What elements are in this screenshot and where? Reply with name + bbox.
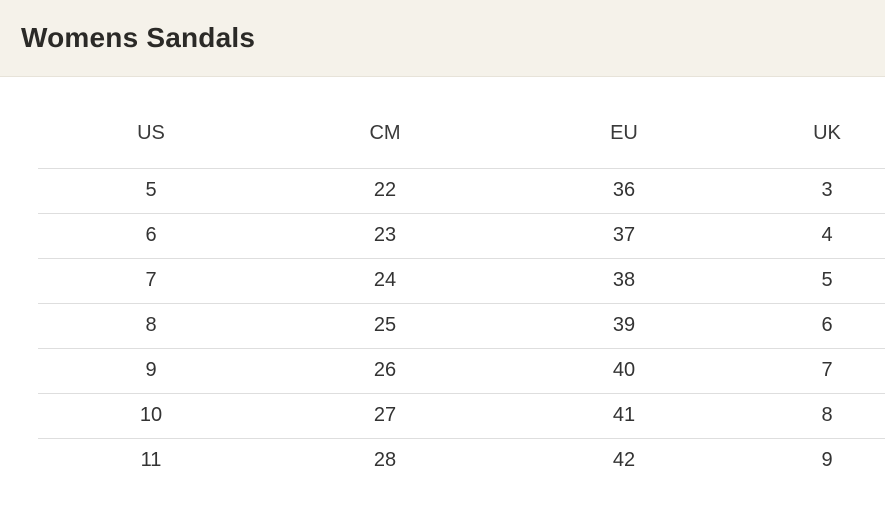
size-chart-table-container: US CM EU UK 5 22 36 3 6 23 37 4 7 24 38 5 8 25 39 6 9 26 40 7 1… (38, 99, 885, 483)
table-cell: 7 (38, 258, 264, 304)
size-chart-title: Womens Sandals (21, 22, 256, 53)
table-cell: 42 (612, 449, 636, 472)
table-row: 6 23 37 4 (38, 213, 885, 259)
table-cell: 8 (742, 393, 885, 439)
table-cell: 6 (38, 213, 264, 259)
table-cell: 9 (821, 449, 833, 472)
table-cell: 37 (506, 213, 742, 259)
table-cell: 22 (264, 168, 506, 214)
table-row: 11 28 42 9 (38, 438, 885, 483)
table-head: US CM EU UK (38, 99, 885, 169)
table-row: 7 24 38 5 (38, 258, 885, 304)
table-cell: 27 (264, 393, 506, 439)
table-cell: 3 (742, 168, 885, 214)
table-row: 10 27 41 8 (38, 393, 885, 439)
table-cell: 7 (742, 348, 885, 394)
column-header-us: US (38, 99, 264, 169)
table-cell: 5 (742, 258, 885, 304)
table-cell: 11 (140, 449, 162, 472)
table-cell: 8 (38, 303, 264, 349)
table-cell: 36 (506, 168, 742, 214)
size-chart-table: US CM EU UK 5 22 36 3 6 23 37 4 7 24 38 5 8 25 39 6 9 26 40 7 1… (38, 99, 885, 483)
table-cell: 39 (506, 303, 742, 349)
table-row: 9 26 40 7 (38, 348, 885, 394)
table-cell: 41 (506, 393, 742, 439)
table-cell: 10 (38, 393, 264, 439)
table-row: 5 22 36 3 (38, 168, 885, 214)
table-cell: 25 (264, 303, 506, 349)
column-header-uk: UK (742, 99, 885, 169)
table-cell: 24 (264, 258, 506, 304)
table-cell: 5 (38, 168, 264, 214)
table-cell: 9 (38, 348, 264, 394)
table-row: 8 25 39 6 (38, 303, 885, 349)
table-cell: 40 (506, 348, 742, 394)
table-cell: 23 (264, 213, 506, 259)
table-cell: 38 (506, 258, 742, 304)
table-body: 5 22 36 3 6 23 37 4 7 24 38 5 8 25 39 6 9 26 40 7 10 27 41 8 11 2… (38, 168, 885, 483)
column-header-eu: EU (506, 99, 742, 169)
header-row: US CM EU UK (38, 99, 885, 169)
table-cell: 4 (742, 213, 885, 259)
column-header-cm: CM (264, 99, 506, 169)
table-cell: 6 (742, 303, 885, 349)
size-chart-header: Womens Sandals (0, 0, 885, 77)
table-cell: 26 (264, 348, 506, 394)
table-cell: 28 (373, 449, 397, 472)
